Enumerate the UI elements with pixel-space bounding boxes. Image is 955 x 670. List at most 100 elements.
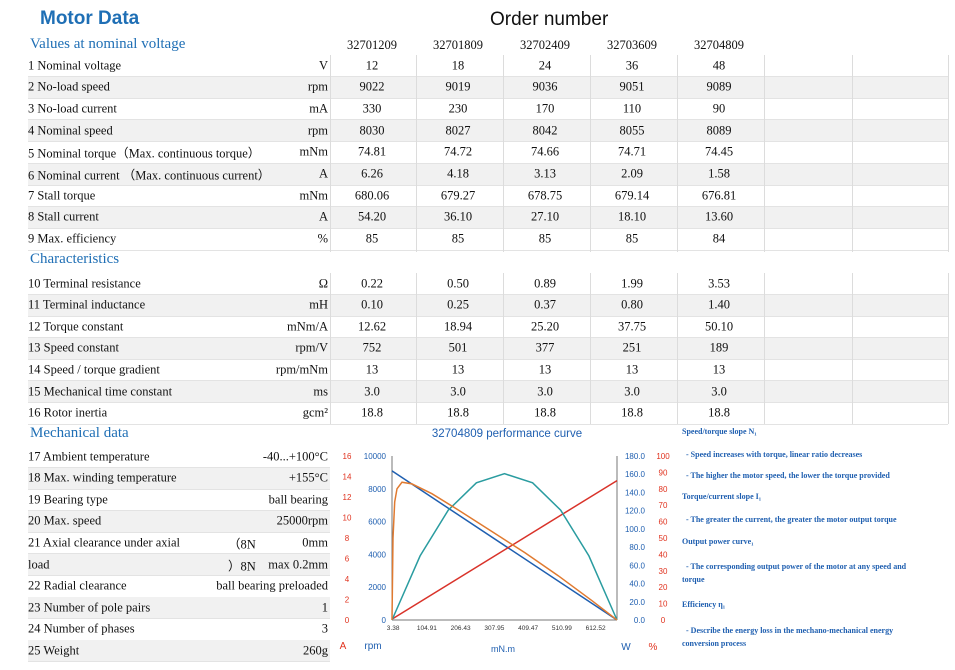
nominal-value: 170 bbox=[535, 101, 555, 116]
speed-axis-tick: 10000 bbox=[364, 452, 387, 461]
characteristic-value: 0.22 bbox=[361, 276, 383, 290]
power-axis-label: W bbox=[621, 642, 631, 653]
current-axis-tick: 10 bbox=[343, 514, 352, 523]
characteristic-label: 14 Speed / torque gradient bbox=[28, 362, 160, 377]
mechanical-value: -40...+100°C bbox=[262, 449, 328, 463]
characteristic-value: 18.8 bbox=[621, 405, 643, 420]
mechanical-label: load bbox=[28, 557, 50, 571]
note-line: Efficiency η₁ bbox=[682, 600, 726, 609]
x-tick: 612.52 bbox=[586, 625, 606, 632]
mechanical-label: 18 Max. winding temperature bbox=[28, 470, 177, 485]
characteristic-value: 0.50 bbox=[447, 276, 469, 290]
mechanical-mid: （8N bbox=[228, 537, 256, 552]
power-axis-tick: 140.0 bbox=[625, 488, 646, 497]
nominal-value: 230 bbox=[448, 101, 468, 116]
efficiency-axis-tick: 10 bbox=[659, 600, 668, 609]
nominal-value: 680.06 bbox=[354, 188, 390, 203]
nominal-value: 8027 bbox=[445, 123, 471, 138]
nominal-row: 6 Nominal current （Max. continuous curre… bbox=[28, 163, 948, 186]
nominal-value: 9051 bbox=[619, 79, 645, 94]
power-axis-tick: 100.0 bbox=[625, 525, 646, 534]
note-line: torque bbox=[682, 575, 705, 584]
mechanical-value: ball bearing bbox=[268, 492, 328, 507]
note-line: - Describe the energy loss in the mechan… bbox=[686, 626, 894, 635]
nominal-unit: V bbox=[318, 58, 328, 72]
grid-line bbox=[852, 273, 853, 424]
characteristic-value: 13 bbox=[712, 362, 726, 377]
nominal-value: 85 bbox=[538, 231, 552, 246]
nominal-value: 676.81 bbox=[701, 188, 737, 203]
characteristic-value: 752 bbox=[362, 340, 382, 355]
mechanical-row: 18 Max. winding temperature +155°C bbox=[28, 467, 330, 490]
characteristic-value: 37.75 bbox=[617, 319, 647, 334]
mechanical-row: 20 Max. speed 25000rpm bbox=[28, 510, 330, 533]
mechanical-row: 25 Weight 260g bbox=[28, 640, 330, 663]
speed-axis-tick: 8000 bbox=[368, 485, 386, 494]
nominal-value: 8055 bbox=[619, 123, 645, 138]
characteristic-row: 14 Speed / torque gradient rpm/mNm 13 13 13 1… bbox=[28, 359, 948, 382]
grid-line bbox=[677, 55, 678, 252]
mechanical-label: 19 Bearing type bbox=[28, 492, 108, 507]
nominal-value: 18.10 bbox=[617, 209, 647, 224]
characteristic-value: 0.80 bbox=[621, 297, 643, 312]
nominal-unit: % bbox=[317, 231, 328, 246]
characteristic-value: 50.10 bbox=[704, 319, 734, 334]
nominal-value: 678.75 bbox=[527, 188, 563, 203]
nominal-unit: A bbox=[318, 209, 328, 224]
grid-line bbox=[503, 55, 504, 252]
nominal-row: 8 Stall current A 54.20 36.10 27.10 18.10 13.6… bbox=[28, 206, 948, 229]
speed-axis-tick: 2000 bbox=[368, 583, 386, 592]
grid-line bbox=[416, 273, 417, 424]
x-tick: 104.91 bbox=[417, 625, 437, 632]
mechanical-row: 23 Number of pole pairs 1 bbox=[28, 597, 330, 620]
characteristic-row: 13 Speed constant rpm/V 752 501 377 251 189 bbox=[28, 337, 948, 360]
power-axis-tick: 80.0 bbox=[629, 543, 645, 552]
characteristic-label: 15 Mechanical time constant bbox=[28, 384, 173, 398]
nominal-value: 1.58 bbox=[708, 166, 730, 181]
grid-line bbox=[764, 273, 765, 424]
characteristic-label: 13 Speed constant bbox=[28, 340, 119, 355]
nominal-value: 74.45 bbox=[704, 144, 734, 159]
nominal-label: 4 Nominal speed bbox=[28, 123, 113, 138]
characteristic-unit: rpm/V bbox=[295, 340, 328, 355]
nominal-value: 74.72 bbox=[443, 144, 473, 159]
note-line: - The higher the motor speed, the lower … bbox=[686, 471, 890, 480]
nominal-unit: rpm bbox=[307, 123, 328, 138]
mechanical-row: 22 Radial clearance ball bearing preloade… bbox=[28, 576, 330, 598]
characteristic-value: 0.89 bbox=[534, 276, 556, 290]
efficiency-axis-tick: 70 bbox=[659, 501, 668, 510]
mechanical-value: 0mm bbox=[302, 535, 328, 550]
grid-line bbox=[948, 273, 949, 424]
mechanical-value: 25000rpm bbox=[276, 513, 328, 528]
nominal-row: 7 Stall torque mNm 680.06 679.27 678.75 679.1… bbox=[28, 185, 948, 208]
section-characteristics: Characteristics bbox=[30, 251, 120, 267]
note-line: Output power curve₁ bbox=[682, 537, 754, 546]
x-tick: 409.47 bbox=[518, 625, 538, 632]
nominal-value: 679.27 bbox=[440, 188, 476, 203]
nominal-unit: mNm bbox=[299, 144, 328, 159]
order-number-header: Order number bbox=[490, 9, 609, 30]
mechanical-value: 3 bbox=[321, 621, 328, 636]
nominal-value: 85 bbox=[451, 231, 465, 246]
page-title: Motor Data bbox=[40, 8, 140, 29]
nominal-value: 36 bbox=[625, 58, 639, 72]
nominal-value: 330 bbox=[362, 101, 382, 116]
nominal-row: 9 Max. efficiency% 85 85 85 85 84 bbox=[28, 229, 948, 251]
nominal-label: 9 Max. efficiency bbox=[28, 231, 117, 246]
nominal-value: 110 bbox=[622, 101, 642, 116]
characteristic-value: 501 bbox=[448, 340, 468, 355]
efficiency-axis-tick: 30 bbox=[659, 567, 668, 576]
nominal-value: 24 bbox=[538, 58, 552, 72]
nominal-value: 36.10 bbox=[443, 209, 473, 224]
nominal-value: 6.26 bbox=[361, 166, 383, 181]
characteristic-unit: mNm/A bbox=[287, 319, 328, 334]
nominal-value: 74.81 bbox=[357, 144, 387, 159]
note-line: - The greater the current, the greater t… bbox=[686, 515, 897, 524]
nominal-value: 27.10 bbox=[530, 209, 560, 224]
characteristic-value: 13 bbox=[625, 362, 639, 377]
order-number-2: 32701809 bbox=[433, 38, 483, 52]
series-power-line bbox=[391, 472, 618, 621]
speed-axis-tick: 4000 bbox=[368, 550, 386, 559]
characteristic-value: 1.40 bbox=[708, 297, 730, 312]
current-axis-tick: 4 bbox=[345, 575, 350, 584]
